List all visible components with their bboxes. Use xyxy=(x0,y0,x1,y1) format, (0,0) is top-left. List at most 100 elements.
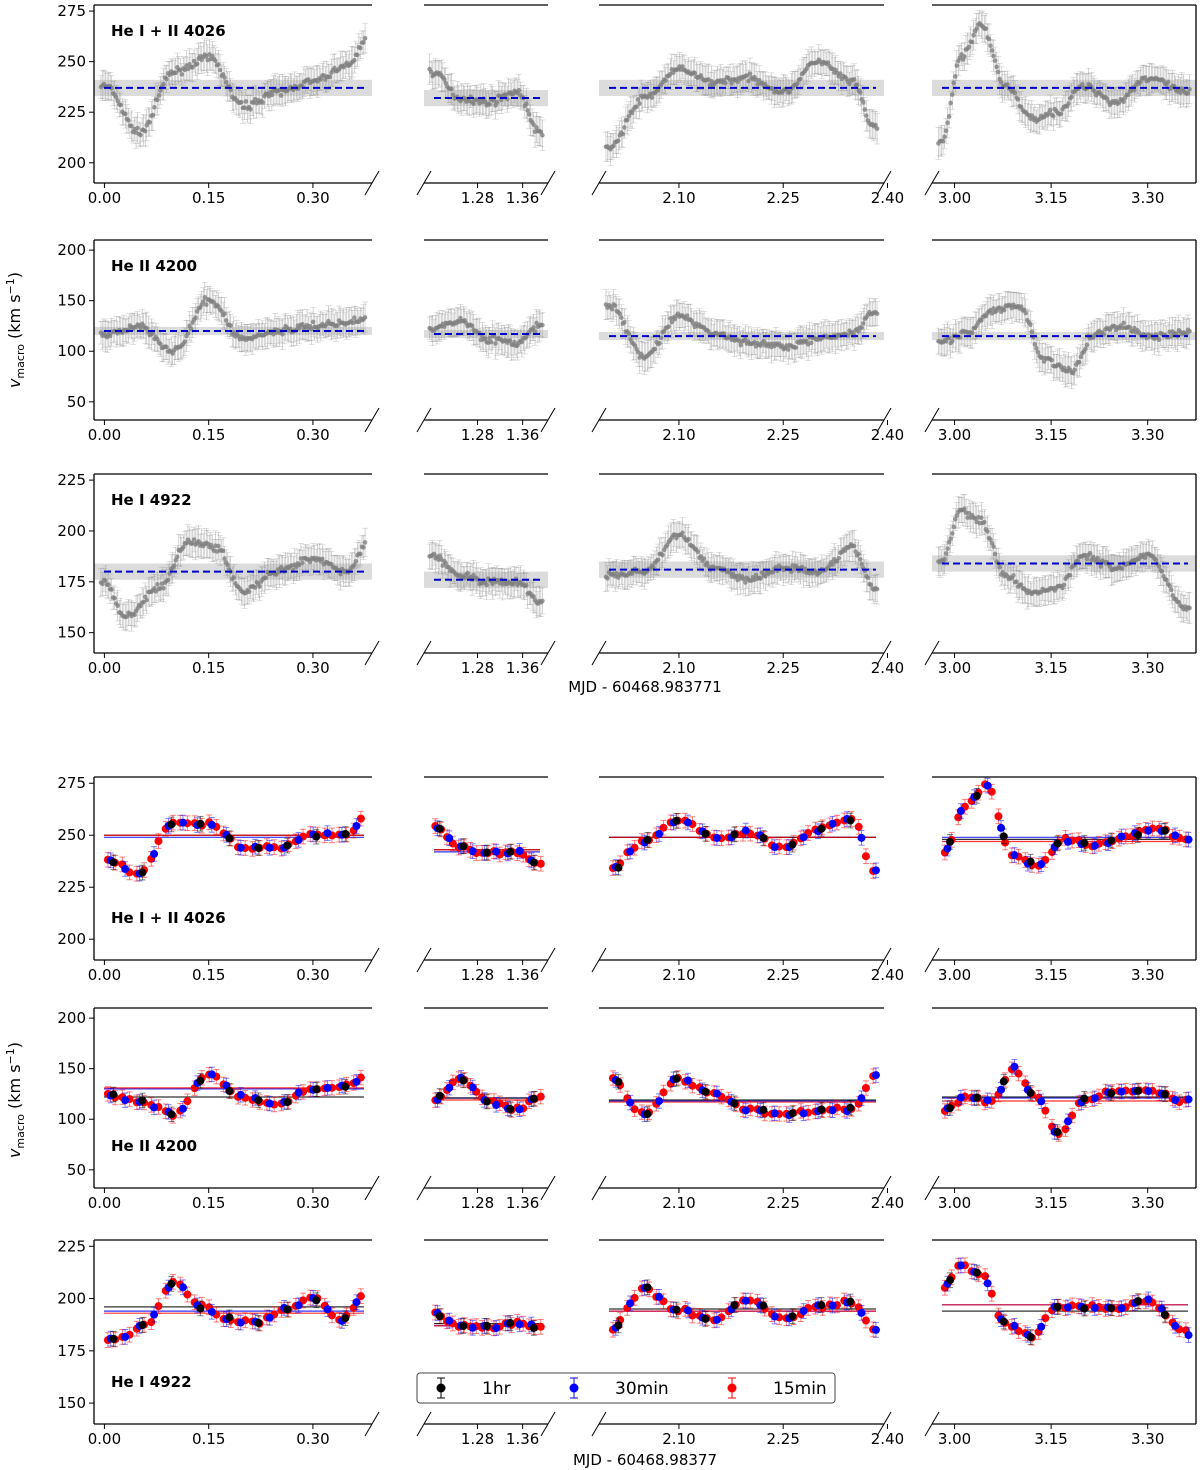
data-point xyxy=(156,93,162,98)
data-point xyxy=(142,128,148,134)
data-point xyxy=(355,52,360,58)
y-tick-label: 100 xyxy=(57,342,86,360)
data-point xyxy=(988,43,993,48)
data-point xyxy=(124,614,130,619)
data-point xyxy=(190,65,195,70)
data-point xyxy=(469,323,475,329)
data-point xyxy=(649,95,655,100)
data-point xyxy=(158,341,163,347)
x-tick-label: 2.40 xyxy=(871,426,904,444)
x-tick-label: 0.00 xyxy=(88,189,121,207)
data-point xyxy=(942,134,947,140)
data-point xyxy=(854,82,860,87)
data-point xyxy=(1127,325,1133,330)
data-point xyxy=(362,36,368,41)
data-point xyxy=(441,77,447,82)
data-point xyxy=(217,67,223,73)
data-point xyxy=(1165,79,1171,85)
data-point xyxy=(969,330,975,336)
data-point xyxy=(1018,304,1024,309)
data-point xyxy=(706,329,711,334)
data-point xyxy=(948,100,953,106)
data-point xyxy=(531,325,536,330)
data-point xyxy=(723,80,728,86)
data-point xyxy=(441,324,447,330)
data-point xyxy=(449,86,454,92)
x-tick-label: 1.28 xyxy=(461,426,494,444)
axis-break-mark xyxy=(876,407,892,433)
data-point xyxy=(761,338,767,344)
data-point xyxy=(874,311,880,316)
data-point xyxy=(738,342,744,348)
data-point xyxy=(222,311,227,316)
data-point xyxy=(352,315,357,320)
data-point xyxy=(859,325,865,331)
data-point xyxy=(1028,322,1033,327)
data-point xyxy=(1126,92,1131,98)
data-point xyxy=(100,581,105,587)
data-point xyxy=(743,336,748,342)
data-point xyxy=(1015,97,1021,102)
data-point xyxy=(103,578,108,584)
panel-title: He II 4200 xyxy=(111,257,197,275)
data-point xyxy=(1005,82,1010,87)
data-point xyxy=(1072,367,1078,373)
data-point xyxy=(721,331,727,336)
data-point xyxy=(951,80,957,86)
data-point xyxy=(1066,101,1071,106)
data-point xyxy=(940,138,946,144)
data-point xyxy=(519,339,525,345)
data-point xyxy=(663,78,668,83)
y-tick-label: 200 xyxy=(57,154,86,172)
data-point xyxy=(534,125,539,130)
y-tick-label: 150 xyxy=(57,292,86,310)
data-point xyxy=(443,80,449,86)
data-point xyxy=(135,125,140,131)
data-point xyxy=(523,101,529,107)
data-point xyxy=(147,120,153,125)
data-point xyxy=(949,92,955,97)
axes-segment: 3.00 3.15 3.30 xyxy=(924,239,1197,444)
axes-segment: 2.10 2.25 2.40 xyxy=(591,239,904,444)
data-point xyxy=(182,339,188,344)
data-point xyxy=(966,44,972,50)
data-layer xyxy=(424,53,548,151)
data-point xyxy=(626,331,632,337)
data-point xyxy=(612,303,618,308)
data-point xyxy=(200,299,206,304)
data-point xyxy=(118,102,124,108)
data-point xyxy=(1049,357,1055,363)
data-point xyxy=(532,329,538,334)
data-point xyxy=(995,69,1001,75)
data-point xyxy=(632,343,638,349)
data-point xyxy=(825,60,831,65)
data-point xyxy=(954,63,960,68)
data-point xyxy=(123,111,128,117)
data-point xyxy=(278,93,284,98)
x-tick-label: 3.30 xyxy=(1131,189,1164,207)
data-point xyxy=(109,587,114,592)
axis-break-mark xyxy=(540,407,556,433)
data-point xyxy=(808,340,814,346)
data-point xyxy=(997,76,1002,82)
data-point xyxy=(617,311,623,317)
data-point xyxy=(239,99,244,105)
plot-area: 0.00 0.15 0.30 200 225 250 275 1.28 1.36 2.10 2.25… xyxy=(57,2,1197,1448)
data-point xyxy=(1050,113,1056,119)
data-point xyxy=(971,32,976,38)
data-point xyxy=(998,80,1004,85)
data-point xyxy=(1084,342,1090,348)
data-point xyxy=(138,132,143,138)
data-point xyxy=(986,36,992,42)
data-point xyxy=(1023,310,1029,316)
data-point xyxy=(164,76,169,82)
x-tick-label: 3.15 xyxy=(1034,426,1067,444)
data-point xyxy=(482,336,488,341)
data-point xyxy=(943,128,949,134)
axis-break-mark xyxy=(364,407,380,433)
data-point xyxy=(280,331,285,337)
data-point xyxy=(534,320,539,326)
data-point xyxy=(787,90,793,95)
data-point xyxy=(856,328,861,334)
